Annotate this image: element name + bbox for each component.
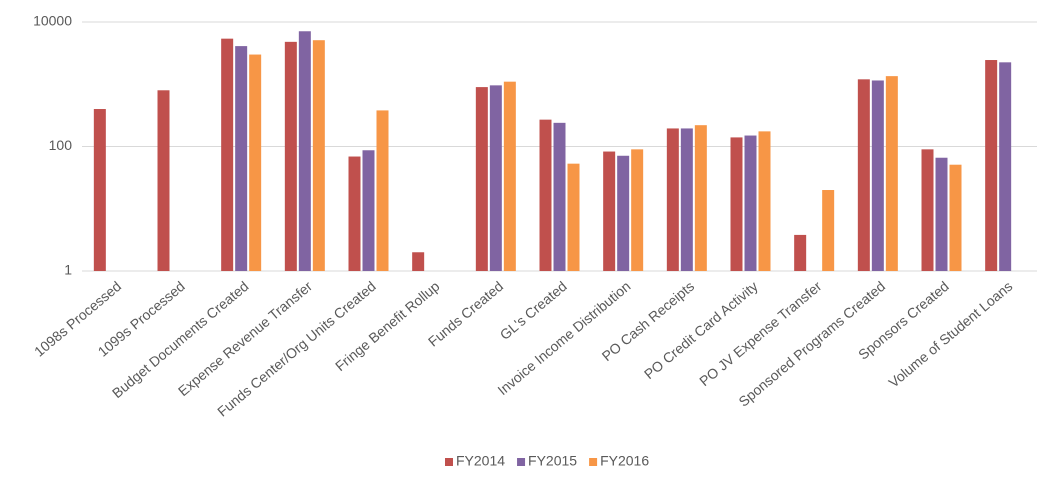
bar	[949, 164, 962, 271]
bar	[794, 234, 807, 271]
bar	[999, 62, 1012, 272]
bar	[362, 150, 375, 271]
bar	[617, 155, 630, 271]
y-tick-label: 1	[64, 262, 72, 278]
bar	[680, 128, 693, 271]
legend-label: FY2014	[456, 453, 505, 469]
legend-swatch	[589, 458, 598, 466]
bar	[298, 31, 311, 271]
y-tick-label: 10000	[33, 13, 72, 29]
x-tick-label: Volume of Student Loans	[885, 278, 1015, 391]
bar	[857, 79, 870, 271]
bar	[376, 110, 389, 271]
bar	[935, 157, 948, 271]
legend-swatch	[445, 458, 453, 466]
bar	[489, 85, 502, 272]
bar	[744, 135, 757, 271]
bar	[871, 80, 884, 271]
bar	[348, 156, 361, 271]
bar	[312, 40, 325, 271]
legend-swatch	[517, 458, 526, 466]
bar	[539, 119, 552, 271]
bar	[284, 41, 297, 272]
bar	[666, 128, 679, 271]
bar	[921, 149, 934, 271]
bar	[603, 151, 616, 271]
bar	[157, 90, 170, 271]
x-tick-label: PO JV Expense Transfer	[696, 278, 825, 390]
legend-label: FY2015	[528, 453, 577, 469]
bar	[412, 252, 425, 271]
bar	[730, 137, 743, 271]
bar	[503, 81, 516, 271]
bar	[885, 76, 898, 272]
bar	[221, 38, 234, 271]
bar	[758, 131, 771, 271]
bar	[553, 122, 566, 271]
bar	[475, 87, 488, 271]
bar	[985, 60, 998, 271]
x-tick-label: Fringe Benefit Rollup	[332, 278, 443, 374]
bar	[822, 190, 835, 271]
bar	[631, 149, 644, 271]
x-tick-label: PO Credit Card Activity	[641, 278, 761, 382]
bar	[249, 54, 262, 272]
bar	[694, 125, 707, 271]
bar	[93, 109, 106, 272]
legend-label: FY2016	[600, 453, 649, 469]
x-tick-label: Invoice Income Distribution	[494, 278, 633, 398]
bar	[235, 46, 248, 272]
bar	[567, 163, 580, 271]
y-tick-label: 100	[49, 137, 73, 153]
